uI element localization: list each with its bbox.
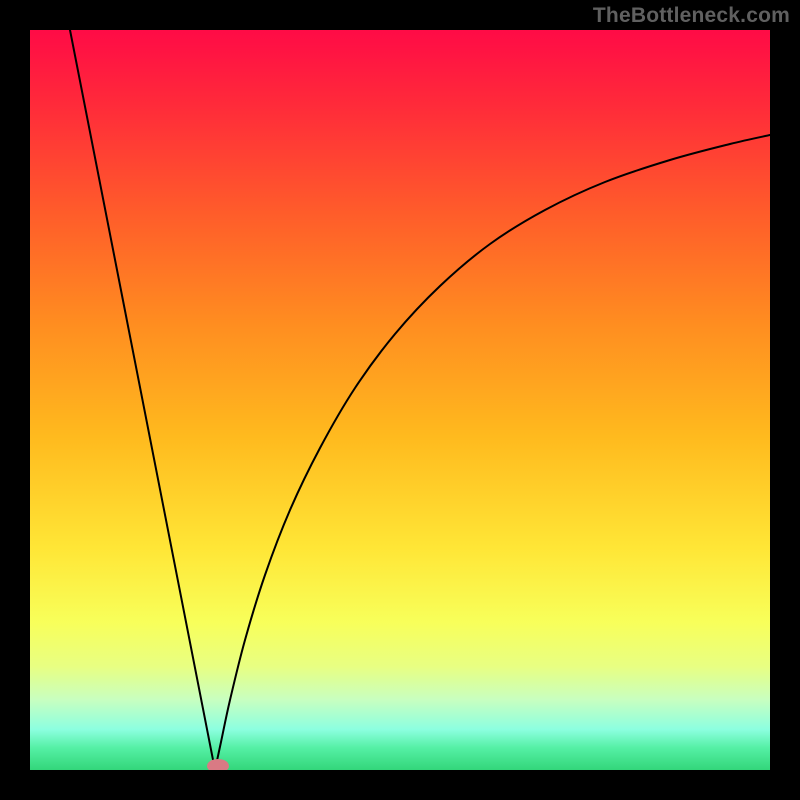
watermark-text: TheBottleneck.com <box>593 4 790 28</box>
gradient-background <box>30 30 770 770</box>
chart-frame: TheBottleneck.com <box>0 0 800 800</box>
chart-svg <box>30 30 770 770</box>
plot-area <box>30 30 770 770</box>
